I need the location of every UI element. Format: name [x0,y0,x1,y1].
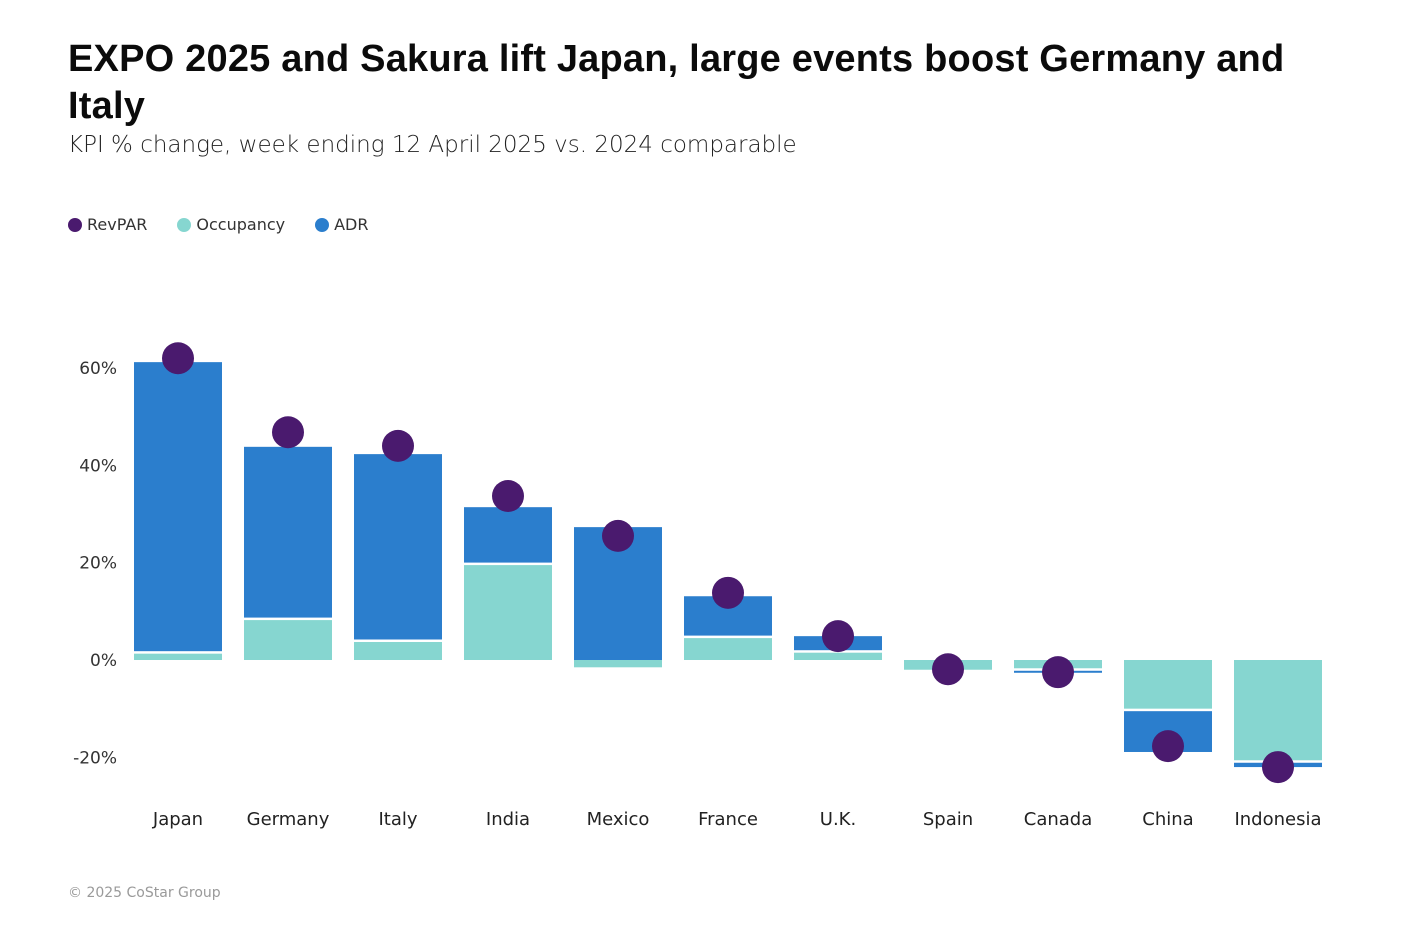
adr-bar [464,507,552,563]
occupancy-bar [1124,660,1212,709]
x-category-label: Indonesia [1234,809,1321,830]
x-category-label: India [486,809,530,830]
x-category-label: U.K. [820,809,856,830]
occupancy-bar [684,638,772,660]
x-category-label: Spain [923,809,973,830]
occupancy-bar [354,641,442,660]
x-category-label: Italy [378,809,417,830]
revpar-dot [382,429,414,462]
occupancy-bar [1234,660,1322,761]
y-tick-label: 60% [79,359,117,379]
adr-swatch-icon [315,217,330,232]
y-tick-label: 40% [79,456,117,476]
revpar-dot [272,416,304,449]
x-category-label: China [1142,809,1193,830]
occupancy-swatch-icon [177,217,192,232]
x-category-label: Mexico [587,809,650,830]
chart-title: EXPO 2025 and Sakura lift Japan, large e… [68,38,1285,127]
y-tick-label: 20% [79,554,117,574]
legend-item-revpar: RevPAR [68,215,147,234]
legend: RevPAR Occupancy ADR [68,215,369,234]
revpar-dot [822,620,854,653]
legend-label: RevPAR [87,215,148,234]
x-category-label: France [698,809,758,830]
revpar-dot [932,653,964,686]
revpar-dot [602,519,634,552]
x-category-label: Germany [247,809,330,830]
legend-item-occupancy: Occupancy [177,215,285,234]
adr-bar [134,362,222,652]
legend-item-adr: ADR [315,215,369,234]
legend-label: ADR [334,215,369,234]
adr-bar [244,446,332,618]
legend-label: Occupancy [196,215,286,234]
occupancy-bar [134,653,222,660]
revpar-dot [162,342,194,375]
copyright: © 2025 CoStar Group [68,885,221,901]
occupancy-bar [794,652,882,660]
revpar-dot [492,479,524,512]
chart-subtitle: KPI % change, week ending 12 April 2025 … [68,132,797,158]
y-tick-label: 0% [90,651,117,671]
revpar-dot [1262,751,1294,784]
revpar-swatch-icon [68,217,82,232]
occupancy-bar [464,565,552,660]
revpar-dot [1152,730,1184,763]
occupancy-bar [244,620,332,660]
occupancy-bar [574,660,662,668]
revpar-dot [1042,656,1074,689]
adr-bar [354,454,442,640]
x-category-label: Canada [1024,809,1093,830]
revpar-dot [712,576,744,609]
x-category-label: Japan [152,809,203,830]
y-tick-label: -20% [73,748,117,768]
